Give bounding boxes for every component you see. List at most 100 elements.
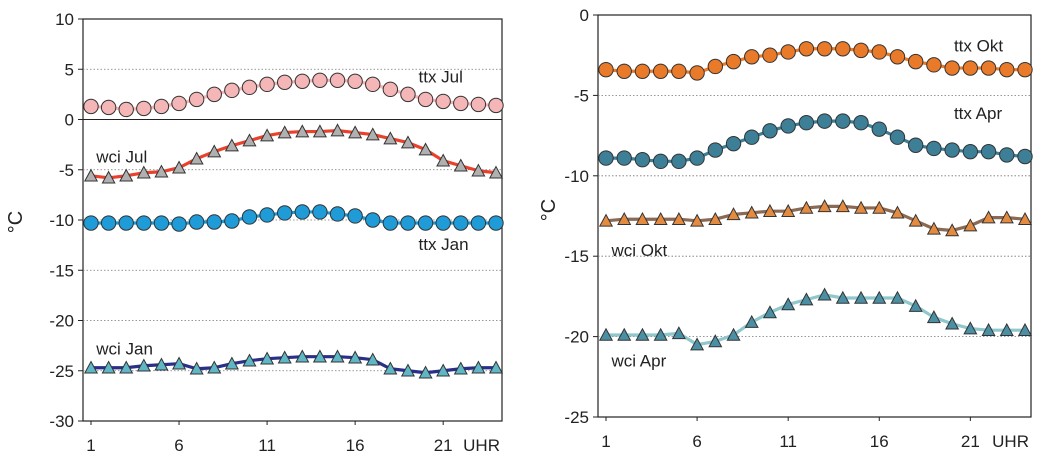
data-point (119, 168, 134, 182)
data-point (744, 49, 760, 65)
data-point (616, 63, 632, 79)
data-point (780, 44, 796, 60)
annotation-ttx-apr: ttx Apr (954, 104, 1003, 123)
data-point (799, 200, 814, 214)
data-point (762, 203, 777, 217)
data-point (224, 82, 240, 99)
annotation-wci-okt: wci Okt (610, 241, 667, 260)
data-point (689, 150, 705, 166)
y-tick-label: -25 (564, 408, 589, 427)
data-point (365, 127, 380, 141)
data-point (118, 101, 134, 118)
data-point (312, 124, 327, 138)
data-point (671, 326, 686, 340)
data-point (744, 129, 760, 145)
data-point (634, 63, 651, 79)
data-point (453, 158, 468, 172)
data-point (598, 327, 614, 341)
data-point (872, 200, 887, 214)
data-point (762, 305, 777, 319)
data-point (83, 98, 99, 115)
data-point (999, 210, 1014, 224)
data-point (725, 53, 742, 70)
data-point (798, 115, 815, 131)
data-point (400, 215, 416, 231)
annotation-wci-apr: wci Apr (610, 352, 666, 371)
data-point (926, 221, 941, 235)
data-point (726, 327, 741, 341)
data-point (652, 63, 669, 79)
data-point (153, 215, 170, 231)
data-point (890, 290, 905, 304)
data-point (1017, 322, 1033, 336)
data-point (1017, 211, 1033, 225)
data-point (101, 170, 116, 184)
data-point (907, 137, 924, 153)
y-tick-label: -30 (49, 412, 74, 431)
data-point (436, 153, 451, 167)
x-unit-label: UHR (992, 432, 1029, 451)
data-point (224, 138, 239, 152)
data-point (242, 133, 257, 147)
data-point (259, 207, 275, 223)
data-point (470, 215, 487, 231)
x-tick-label: 1 (86, 436, 95, 455)
data-point (744, 314, 759, 328)
data-point (854, 200, 869, 214)
y-tick-label: -10 (564, 167, 589, 186)
data-point (276, 74, 293, 91)
data-point (348, 125, 363, 139)
annotation-ttx-okt: ttx Okt (954, 37, 1003, 56)
data-point (276, 205, 293, 221)
data-point (488, 97, 504, 114)
x-tick-label: 21 (434, 436, 453, 455)
y-tick-label: -20 (564, 328, 589, 347)
series-ttx-okt (598, 41, 1033, 81)
data-point (781, 297, 796, 311)
data-point (635, 211, 650, 225)
data-point (744, 205, 759, 219)
data-point (707, 58, 724, 75)
data-point (999, 322, 1014, 336)
data-point (172, 356, 187, 370)
data-point (835, 41, 851, 57)
data-point (471, 360, 486, 374)
data-point (926, 310, 941, 324)
data-point (816, 113, 833, 129)
data-point (383, 131, 398, 145)
y-axis-label: °C (5, 211, 27, 233)
y-tick-label: -5 (574, 86, 589, 105)
data-point (908, 213, 923, 227)
data-point (435, 215, 451, 231)
data-point (854, 290, 869, 304)
x-tick-label: 6 (174, 436, 183, 455)
plot-frame (597, 14, 1032, 418)
series-ttx-jul (83, 72, 504, 118)
annotation-ttx-jan: ttx Jan (419, 235, 469, 254)
data-point (207, 144, 222, 158)
annotation-wci-jul: wci Jul (95, 148, 147, 167)
data-point (871, 44, 887, 60)
data-point (347, 73, 363, 90)
y-tick-label: -25 (49, 362, 74, 381)
data-point (488, 215, 504, 231)
y-tick-label: -15 (49, 261, 74, 280)
data-point (926, 57, 942, 73)
data-point (136, 100, 152, 117)
data-point (312, 349, 327, 363)
data-point (690, 213, 705, 227)
data-point (348, 350, 363, 364)
data-point (945, 223, 960, 237)
data-point (277, 350, 292, 364)
data-point (799, 292, 814, 306)
data-point (295, 124, 310, 138)
data-point (817, 199, 832, 213)
series-ttx-apr (598, 113, 1033, 170)
data-point (617, 327, 632, 341)
data-point (436, 363, 451, 377)
data-point (889, 129, 906, 145)
data-point (634, 152, 651, 168)
data-point (944, 60, 960, 76)
